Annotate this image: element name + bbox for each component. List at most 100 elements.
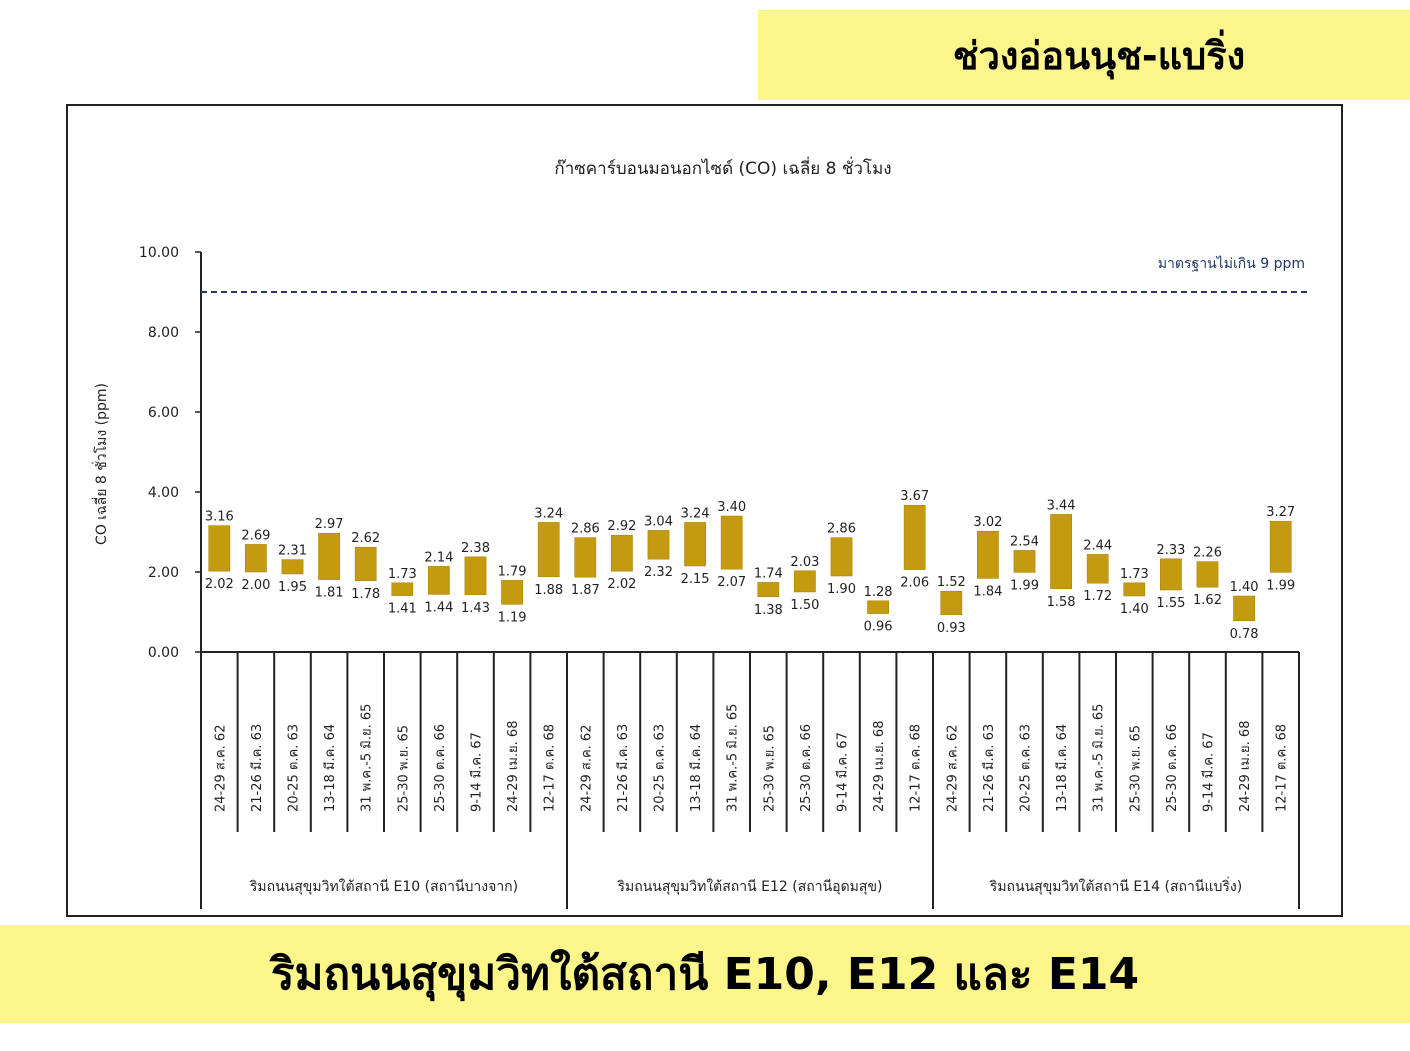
x-category-label: 31 พ.ค.-5 มิ.ย. 65 bbox=[1092, 704, 1107, 812]
bar-max-label: 2.26 bbox=[1193, 546, 1222, 561]
x-category-label: 21-26 มี.ค. 63 bbox=[249, 724, 265, 812]
range-bar bbox=[903, 504, 926, 570]
range-bar bbox=[867, 600, 889, 614]
x-category-label: 25-30 ต.ค. 66 bbox=[1165, 724, 1180, 812]
range-bar bbox=[611, 534, 633, 572]
bar-min-label: 1.43 bbox=[461, 601, 490, 616]
x-category-label: 24-29 ส.ค. 62 bbox=[579, 725, 594, 812]
bar-max-label: 2.31 bbox=[278, 544, 307, 559]
bar-max-label: 3.24 bbox=[681, 506, 710, 521]
x-category-label: 9-14 มี.ค. 67 bbox=[835, 732, 851, 812]
bar-min-label: 2.15 bbox=[681, 572, 710, 587]
x-category-label: 9-14 มี.ค. 67 bbox=[469, 732, 485, 812]
group-label: ริมถนนสุขุมวิทใต้สถานี E10 (สถานีบางจาก) bbox=[249, 878, 518, 895]
range-bar bbox=[757, 582, 780, 598]
x-category-label: 25-30 พ.ย. 65 bbox=[762, 725, 777, 812]
bar-max-label: 1.28 bbox=[864, 585, 893, 600]
bar-max-label: 2.86 bbox=[571, 522, 600, 537]
x-category-label: 25-30 ต.ค. 66 bbox=[799, 724, 814, 812]
bar-max-label: 3.27 bbox=[1266, 505, 1295, 520]
bar-max-label: 2.44 bbox=[1083, 538, 1112, 553]
range-bar bbox=[830, 537, 853, 577]
bar-max-label: 2.54 bbox=[1010, 534, 1039, 549]
x-category-label: 13-18 มี.ค. 64 bbox=[322, 724, 338, 812]
section-title: ช่วงอ่อนนุช-แบริ่ง bbox=[952, 33, 1246, 78]
x-category-label: 24-29 เม.ย. 68 bbox=[506, 721, 521, 812]
bar-min-label: 1.99 bbox=[1266, 578, 1295, 593]
bar-max-label: 2.69 bbox=[241, 528, 270, 543]
x-category-label: 25-30 พ.ย. 65 bbox=[1128, 725, 1143, 812]
x-category-label: 24-29 เม.ย. 68 bbox=[872, 721, 887, 812]
bar-max-label: 2.97 bbox=[315, 517, 344, 532]
bar-max-label: 1.73 bbox=[1120, 567, 1149, 582]
x-category-label: 24-29 ส.ค. 62 bbox=[213, 725, 228, 812]
x-category-label: 20-25 ต.ค. 63 bbox=[653, 724, 668, 812]
x-category-label: 13-18 มี.ค. 64 bbox=[688, 724, 704, 812]
bar-max-label: 3.02 bbox=[973, 515, 1002, 530]
range-bar bbox=[647, 530, 670, 560]
range-bar bbox=[318, 532, 340, 580]
group-label: ริมถนนสุขุมวิทใต้สถานี E14 (สถานีแบริ่ง) bbox=[989, 877, 1242, 895]
range-bar bbox=[1233, 595, 1255, 622]
range-bar bbox=[720, 515, 743, 570]
y-tick-label: 0.00 bbox=[148, 645, 179, 661]
x-category-label: 25-30 ต.ค. 66 bbox=[433, 724, 448, 812]
range-bar bbox=[1013, 550, 1036, 573]
bar-min-label: 1.81 bbox=[315, 586, 344, 601]
x-category-label: 12-17 ต.ค. 68 bbox=[909, 724, 924, 812]
bar-min-label: 1.38 bbox=[754, 603, 783, 618]
x-category-label: 12-17 ต.ค. 68 bbox=[1275, 724, 1290, 812]
y-axis-title: CO เฉลี่ย 8 ชั่วโมง (ppm) bbox=[92, 383, 110, 545]
range-bar bbox=[684, 522, 706, 567]
range-bar bbox=[1196, 561, 1219, 588]
range-bar bbox=[245, 544, 267, 573]
stations-caption: ริมถนนสุขุมวิทใต้สถานี E10, E12 และ E14 bbox=[270, 949, 1140, 1000]
bar-max-label: 2.38 bbox=[461, 541, 490, 556]
y-tick-label: 10.00 bbox=[139, 245, 179, 261]
bar-min-label: 1.87 bbox=[571, 583, 600, 598]
chart-frame: ก๊าซคาร์บอนมอนอกไซด์ (CO) เฉลี่ย 8 ชั่วโ… bbox=[66, 104, 1343, 917]
bar-max-label: 1.52 bbox=[937, 575, 966, 590]
bar-min-label: 2.02 bbox=[607, 577, 636, 592]
x-category-label: 21-26 มี.ค. 63 bbox=[981, 724, 997, 812]
bar-min-label: 0.78 bbox=[1230, 627, 1259, 642]
x-category-label: 25-30 พ.ย. 65 bbox=[396, 725, 411, 812]
bar-min-label: 1.62 bbox=[1193, 593, 1222, 608]
bar-max-label: 2.86 bbox=[827, 522, 856, 537]
bar-max-label: 3.67 bbox=[900, 489, 929, 504]
y-tick-label: 8.00 bbox=[148, 325, 179, 341]
bar-min-label: 1.40 bbox=[1120, 602, 1149, 617]
chart-title: ก๊าซคาร์บอนมอนอกไซด์ (CO) เฉลี่ย 8 ชั่วโ… bbox=[554, 156, 891, 179]
x-category-label: 21-26 มี.ค. 63 bbox=[615, 724, 631, 812]
bar-min-label: 2.06 bbox=[900, 576, 929, 591]
range-bar bbox=[574, 537, 597, 578]
bar-min-label: 1.84 bbox=[973, 584, 1002, 599]
bar-max-label: 3.40 bbox=[717, 500, 746, 515]
bar-min-label: 1.88 bbox=[534, 583, 563, 598]
bar-min-label: 2.00 bbox=[241, 578, 270, 593]
x-category-label: 31 พ.ค.-5 มิ.ย. 65 bbox=[726, 704, 741, 812]
x-category-label: 13-18 มี.ค. 64 bbox=[1054, 724, 1070, 812]
range-bar bbox=[391, 582, 414, 596]
bar-min-label: 1.50 bbox=[790, 598, 819, 613]
x-category-label: 31 พ.ค.-5 มิ.ย. 65 bbox=[360, 704, 375, 812]
bar-min-label: 1.44 bbox=[424, 600, 453, 615]
bar-min-label: 1.99 bbox=[1010, 578, 1039, 593]
bar-min-label: 0.96 bbox=[864, 620, 893, 635]
bar-min-label: 1.41 bbox=[388, 602, 417, 617]
bar-max-label: 1.73 bbox=[388, 567, 417, 582]
bar-max-label: 3.04 bbox=[644, 514, 673, 529]
x-category-label: 9-14 มี.ค. 67 bbox=[1201, 732, 1217, 812]
range-bar bbox=[428, 566, 450, 595]
range-bar bbox=[501, 580, 523, 605]
x-category-label: 20-25 ต.ค. 63 bbox=[1019, 724, 1034, 812]
bar-max-label: 2.33 bbox=[1156, 543, 1185, 558]
bar-max-label: 2.92 bbox=[607, 519, 636, 534]
bar-min-label: 1.55 bbox=[1156, 596, 1185, 611]
bar-min-label: 0.93 bbox=[937, 621, 966, 636]
y-tick-label: 2.00 bbox=[148, 565, 179, 581]
range-bar bbox=[1160, 558, 1182, 591]
bar-max-label: 3.16 bbox=[205, 510, 234, 525]
group-label: ริมถนนสุขุมวิทใต้สถานี E12 (สถานีอุดมสุข… bbox=[617, 878, 882, 895]
bar-min-label: 1.58 bbox=[1047, 595, 1076, 610]
